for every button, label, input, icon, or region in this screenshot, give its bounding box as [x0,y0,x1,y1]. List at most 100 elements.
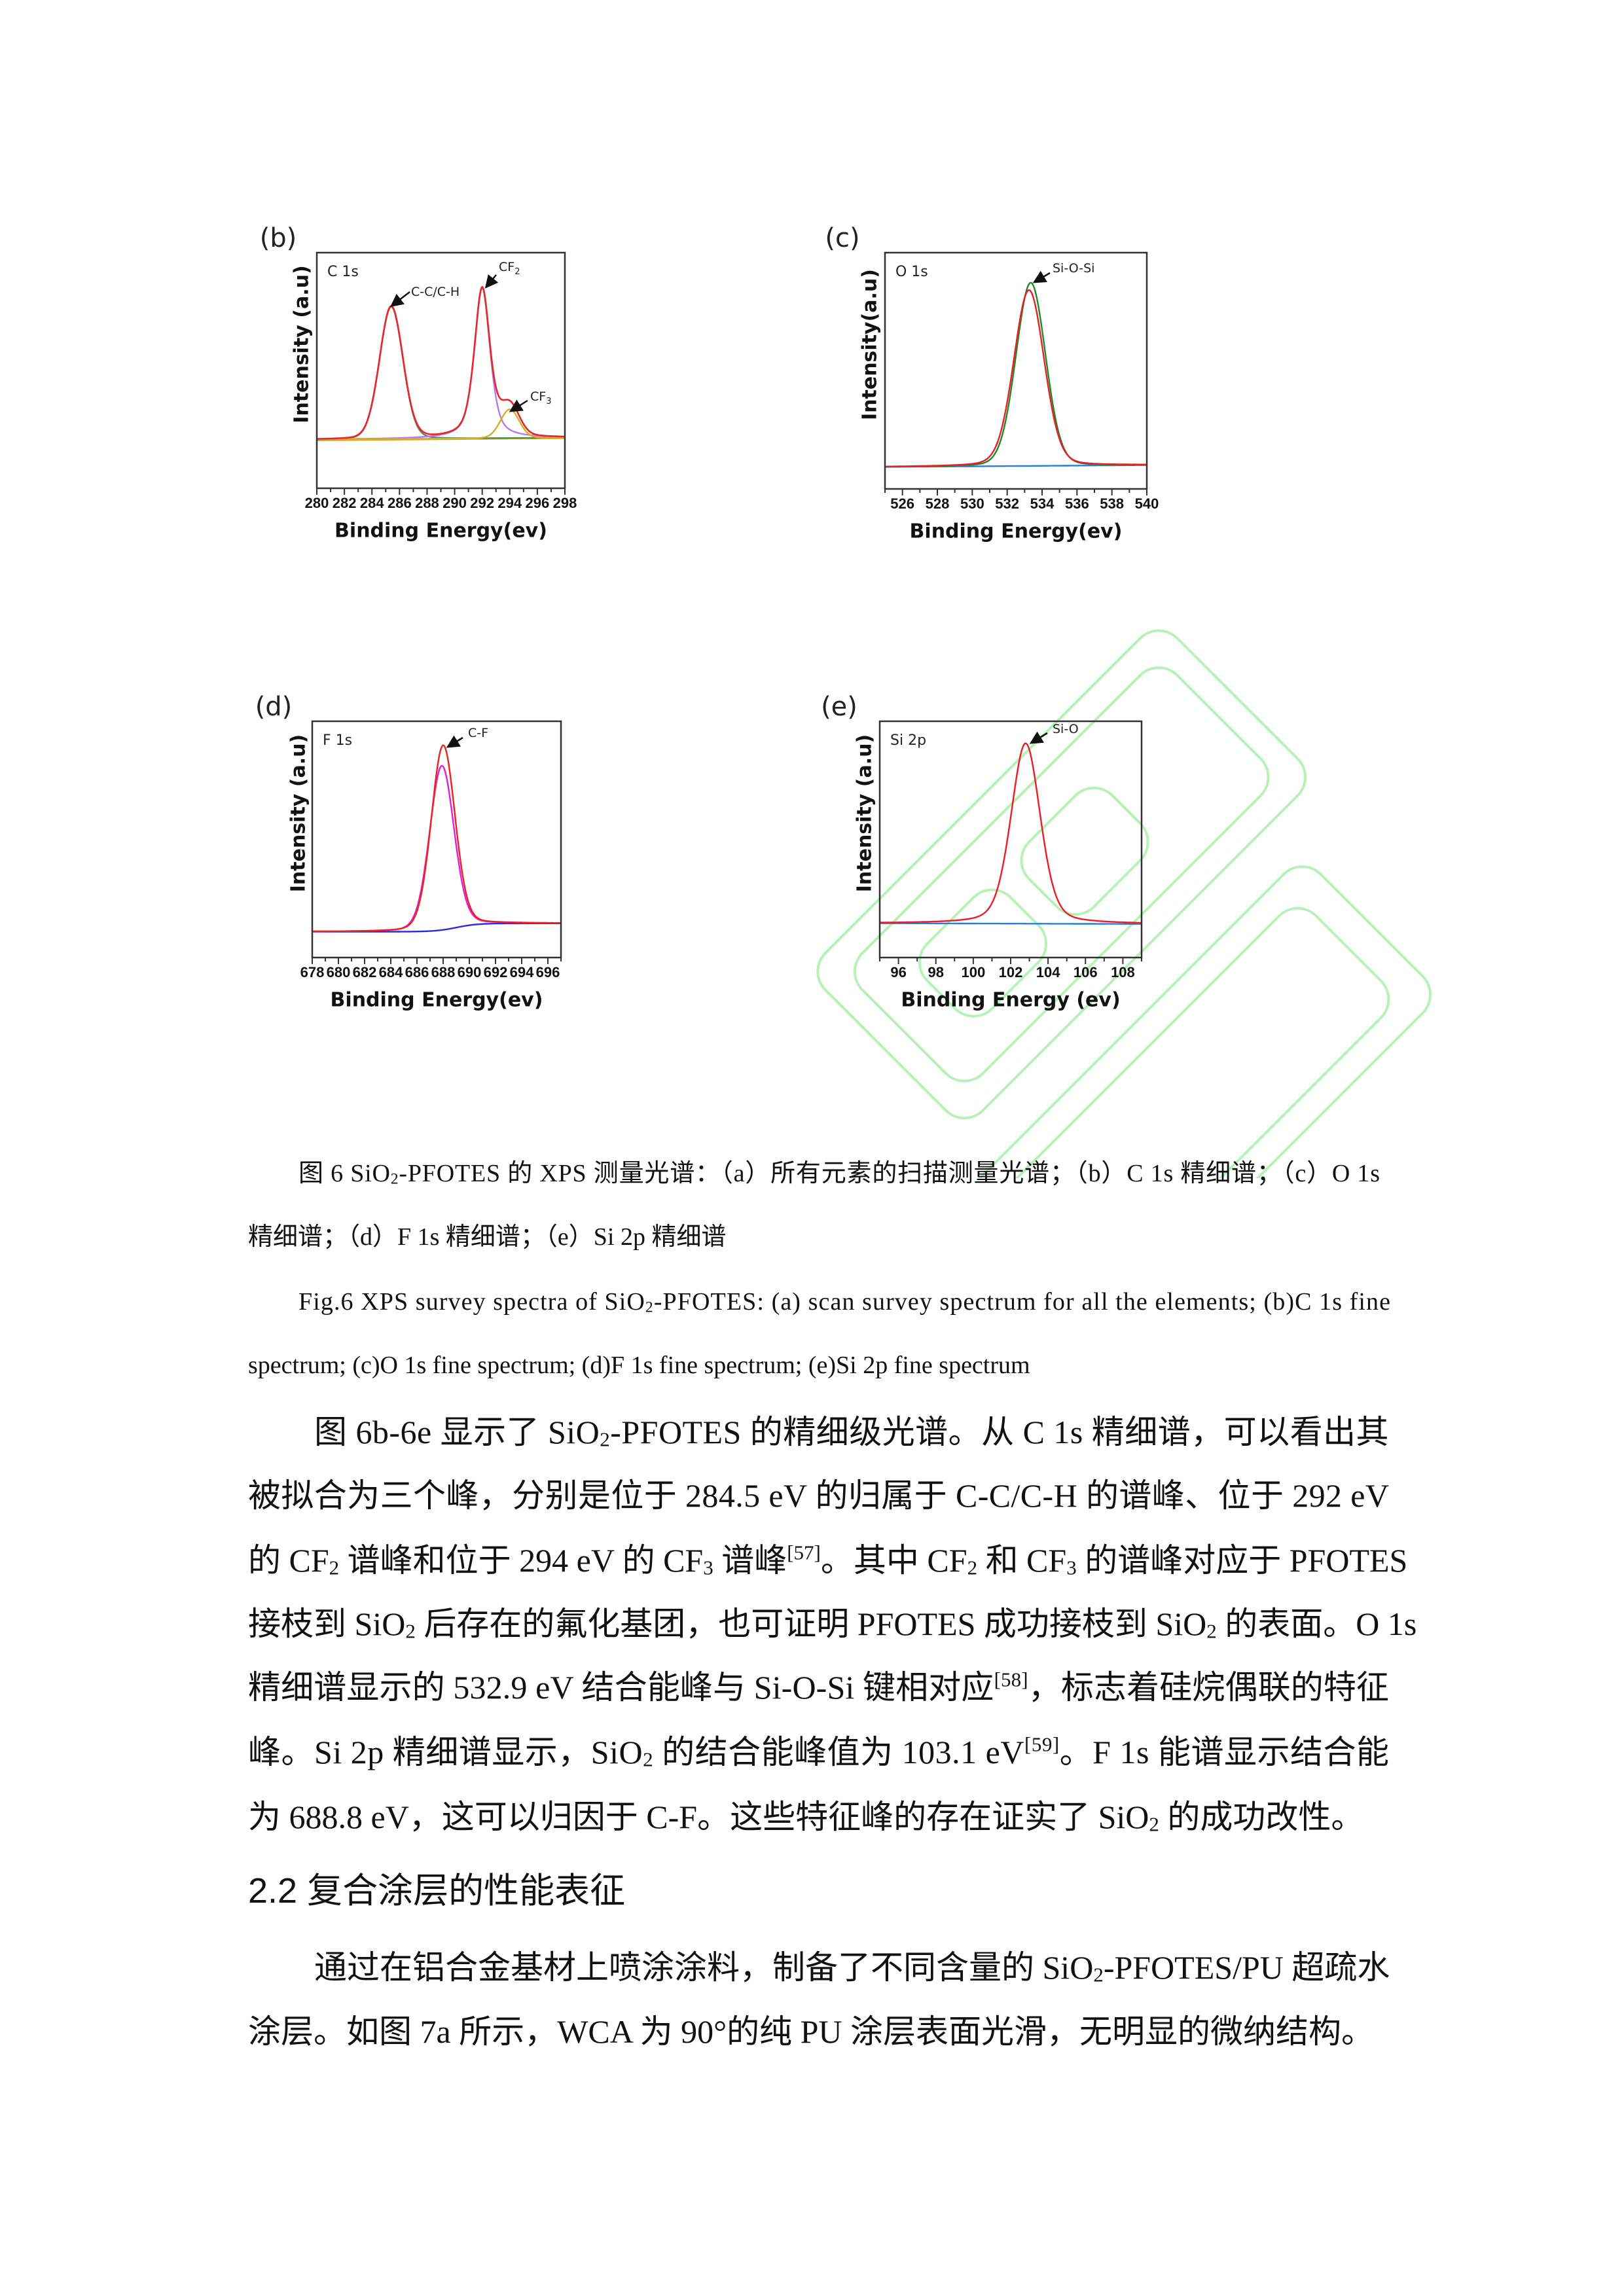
section-heading: 2.2 复合涂层的性能表征 [248,1871,626,1910]
subscript: 2 [600,1427,611,1451]
body-text-line: 精细谱显示的 532.9 eV 结合能峰与 Si-O-Si 键相对应[58]，标… [248,1666,1389,1708]
xps-figure: (b)280 282 284 286 288 290 292 294 296 298Binding… [255,223,1432,1178]
watermark-shape [895,865,1432,1178]
text-run: 后存在的氟化基团，也可证明 PFOTES 成功接枝到 SiO [415,1605,1207,1642]
text-run: 为 688.8 eV，这可以归因于 C-F。这些特征峰的存在证实了 SiO [248,1799,1149,1835]
x-tick-label: 298 [553,495,577,511]
text-run: 谱峰和位于 294 eV 的 CF [339,1542,704,1579]
series-line-component [885,289,1147,467]
text-run: -PFOTES 的 XPS 测量光谱：（a）所有元素的扫描测量光谱；（b）C 1… [399,1160,1380,1187]
citation-superscript: [59] [1024,1732,1060,1756]
body-text-line: 被拟合为三个峰，分别是位于 284.5 eV 的归属于 C-C/C-H 的谱峰、… [248,1475,1389,1516]
panel-label: (d) [255,692,293,722]
x-tick-label: 696 [536,964,560,980]
text-run: 接枝到 SiO [248,1605,406,1642]
text-run: 的结合能峰值为 103.1 eV [653,1734,1024,1770]
text-run: Fig.6 XPS survey spectra of SiO [298,1288,645,1316]
x-axis-label: Binding Energy(ev) [331,989,543,1012]
watermark [816,629,1432,1178]
subscript: 3 [1066,1556,1077,1579]
figure-caption-cn-line: 图 6 SiO2-PFOTES 的 XPS 测量光谱：（a）所有元素的扫描测量光… [298,1157,1380,1190]
body-text-line: 接枝到 SiO2 后存在的氟化基团，也可证明 PFOTES 成功接枝到 SiO2… [248,1603,1416,1645]
x-tick-label: 284 [360,495,384,511]
x-tick-label: 684 [379,964,403,980]
plot-frame [884,251,1148,490]
annotation-arrow [446,735,463,748]
text-run: 。F 1s 能谱显示结合能 [1059,1734,1390,1770]
series-line-component [885,281,1147,468]
subscript: 2 [645,1299,654,1316]
x-tick-label: 538 [1100,495,1124,512]
subscript: 2 [643,1748,654,1771]
x-tick-label: 296 [526,495,550,511]
x-tick-label: 690 [458,964,482,980]
body-text-line: 为 688.8 eV，这可以归因于 C-F。这些特征峰的存在证实了 SiO2 的… [248,1796,1363,1838]
panel-label: (c) [825,223,859,253]
subscript: 2 [1149,1812,1159,1836]
text-run: 。其中 CF [820,1542,967,1579]
body-text-line: 图 6b-6e 显示了 SiO2-PFOTES 的精细级光谱。从 C 1s 精细… [314,1411,1389,1453]
spectrum-region-label: F 1s [323,732,352,749]
watermark-shape [1020,786,1149,916]
text-run: 和 CF [977,1542,1067,1579]
x-tick-label: 286 [388,495,412,511]
peak-annotation: CF2 [499,260,520,277]
x-tick-label: 694 [510,964,534,980]
text-run: 谱峰 [713,1542,787,1579]
x-axis-label: Binding Energy(ev) [910,520,1123,543]
annotation-arrow [484,274,499,289]
x-tick-label: 686 [405,964,429,980]
y-axis-label: Intensity (a.u) [291,265,314,423]
annotation-text: CF [499,260,514,274]
body-text-line: 的 CF2 谱峰和位于 294 eV 的 CF3 谱峰[57]。其中 CF2 和… [248,1539,1407,1581]
x-tick-label: 536 [1065,495,1089,512]
x-tick-label: 528 [926,495,950,512]
annotation-subscript: 2 [514,267,520,277]
chart-panel-e: (e) 96 98 100 102 104 106 108 Binding Energy (ev… [821,692,1143,1012]
x-tick-label: 680 [327,964,351,980]
text-run: 的 CF [248,1542,329,1579]
series-line-component [312,764,561,933]
spectrum-region-label: O 1s [895,264,928,280]
text-run: -PFOTES 的精细级光谱。从 C 1s 精细谱，可以看出其 [610,1414,1390,1450]
peak-annotation: Si-O-Si [1053,261,1094,276]
x-tick-label: 98 [928,964,943,980]
text-run: ，标志着硅烷偶联的特征 [1028,1669,1390,1706]
watermark-shape [816,629,1307,1120]
x-tick-label: 534 [1030,495,1055,512]
watermark-shape [937,906,1390,1178]
text-run: -PFOTES: (a) scan survey spectrum for al… [653,1288,1392,1316]
series-line-component [880,742,1142,924]
text-run: 被拟合为三个峰，分别是位于 284.5 eV 的归属于 C-C/C-H 的谱峰、… [248,1477,1390,1514]
text-run: 通过在铝合金基材上喷涂涂料，制备了不同含量的 SiO [314,1949,1094,1986]
x-tick-label: 106 [1074,964,1098,980]
subscript: 2 [967,1556,978,1579]
x-tick-label: 292 [470,495,494,511]
body-text-line: 通过在铝合金基材上喷涂涂料，制备了不同含量的 SiO2-PFOTES/PU 超疏… [314,1946,1390,1988]
citation-superscript: [58] [994,1668,1028,1691]
x-tick-label: 526 [890,495,914,512]
x-tick-label: 294 [497,495,522,511]
x-axis-label: Binding Energy (ev) [901,989,1120,1012]
x-axis-label: Binding Energy(ev) [334,520,547,543]
panel-label: (b) [260,223,297,253]
chart-panel-c: (c) 526 528 530 532 534 536 538 540 Binding Energ… [825,223,1159,543]
text-run: 的谱峰对应于 PFOTES [1076,1542,1408,1579]
x-tick-label: 288 [415,495,439,511]
text-run: -PFOTES/PU 超疏水 [1103,1949,1390,1986]
x-tick-label: 102 [999,964,1023,980]
x-tick-label: 104 [1036,964,1060,980]
x-tick-label: 282 [333,495,357,511]
figure-caption-cn-line: 精细谱；（d）F 1s 精细谱；（e）Si 2p 精细谱 [248,1221,726,1253]
body-text-line: 峰。Si 2p 精细谱显示，SiO2 的结合能峰值为 103.1 eV[59]。… [248,1731,1390,1773]
citation-superscript: [57] [787,1541,821,1564]
x-tick-label: 290 [442,495,467,511]
annotation-arrow [1032,270,1051,283]
x-tick-label: 100 [961,964,985,980]
text-run: 的成功改性。 [1159,1799,1364,1835]
text-run: 图 6 SiO [298,1160,391,1187]
text-run: 峰。Si 2p 精细谱显示，SiO [248,1734,643,1770]
annotation-arrow [1029,731,1048,744]
peak-annotation: C-F [468,726,488,740]
panel-label: (e) [821,692,857,722]
